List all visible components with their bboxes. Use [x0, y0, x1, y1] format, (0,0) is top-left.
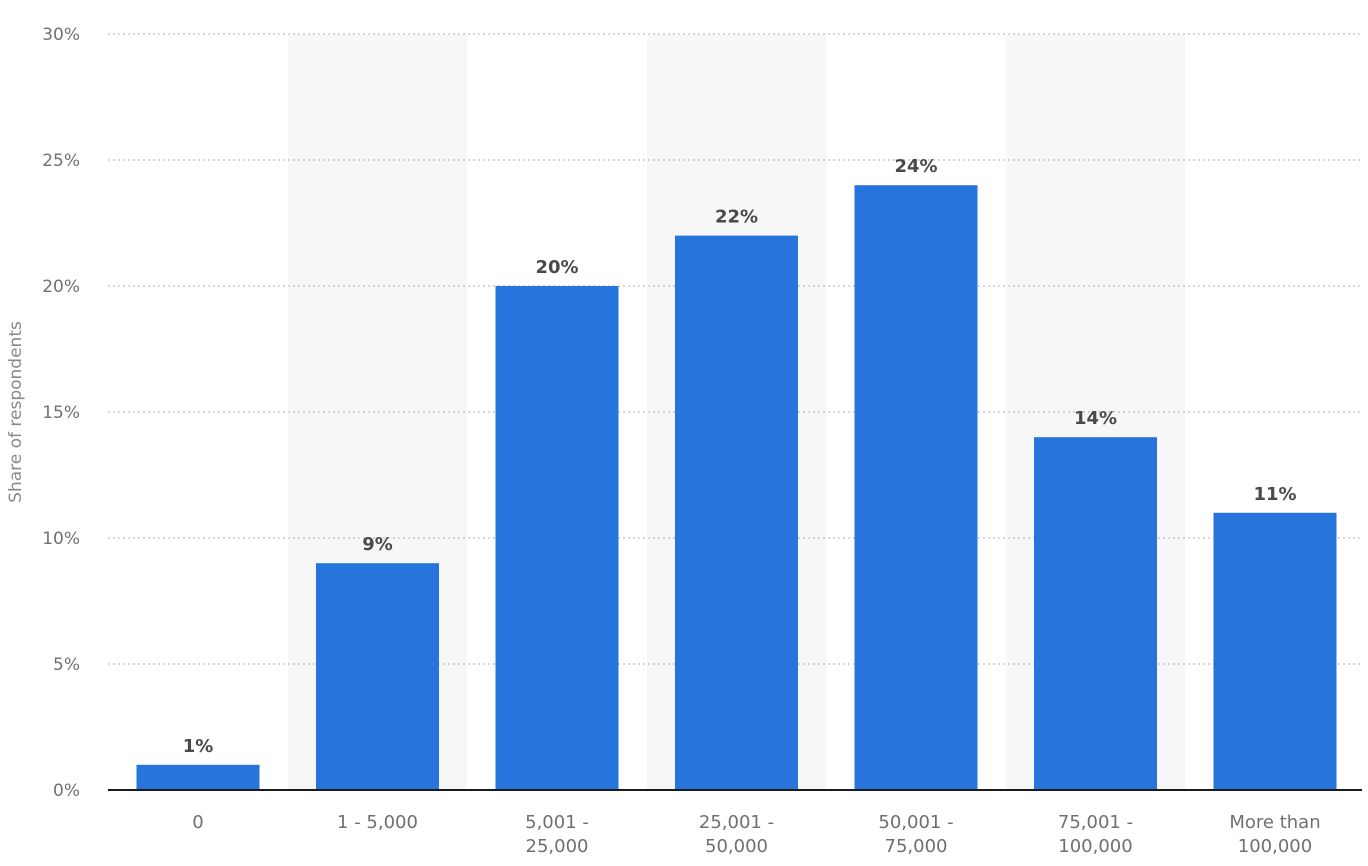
x-tick-label: 50,000 — [705, 836, 768, 857]
x-tick-label: 100,000 — [1058, 836, 1132, 857]
y-tick-label: 15% — [42, 403, 80, 423]
data-label: 22% — [715, 207, 758, 228]
y-axis-ticks: 0% 5% 10% 15% 20% 25% 30% — [42, 25, 80, 801]
x-tick-label: 5,001 - — [525, 812, 589, 833]
x-tick-label: More than — [1229, 812, 1320, 833]
x-tick-label: 75,000 — [885, 836, 948, 857]
bars — [136, 185, 1337, 791]
x-tick-label: 75,001 - — [1058, 812, 1133, 833]
y-tick-label: 20% — [42, 277, 80, 297]
data-label: 20% — [535, 257, 578, 278]
bar — [854, 185, 978, 790]
y-tick-label: 5% — [53, 655, 80, 675]
data-label: 9% — [362, 534, 393, 555]
bar — [1213, 512, 1337, 790]
data-labels: 1% 9% 20% 22% 24% 14% 11% — [183, 156, 1297, 757]
x-tick-label: 100,000 — [1238, 836, 1312, 857]
x-tick-label: 50,001 - — [878, 812, 953, 833]
x-tick-label: 25,000 — [526, 836, 589, 857]
x-tick-label: 25,001 - — [699, 812, 774, 833]
y-tick-label: 25% — [42, 151, 80, 171]
y-tick-label: 0% — [53, 781, 80, 801]
bar — [495, 286, 619, 790]
bar — [136, 764, 260, 790]
y-tick-label: 10% — [42, 529, 80, 549]
x-axis-ticks: 0 1 - 5,000 5,001 - 25,000 25,001 - 50,000 50,… — [192, 812, 1320, 857]
bar — [675, 235, 798, 791]
bar — [316, 563, 439, 790]
data-label: 24% — [894, 156, 937, 177]
y-tick-label: 30% — [42, 25, 80, 45]
data-label: 1% — [183, 736, 214, 757]
data-label: 14% — [1074, 408, 1117, 429]
data-label: 11% — [1253, 484, 1296, 505]
bar — [1034, 437, 1157, 790]
x-tick-label: 1 - 5,000 — [337, 812, 418, 833]
x-tick-label: 0 — [192, 812, 203, 833]
y-axis-title: Share of respondents — [6, 321, 26, 503]
